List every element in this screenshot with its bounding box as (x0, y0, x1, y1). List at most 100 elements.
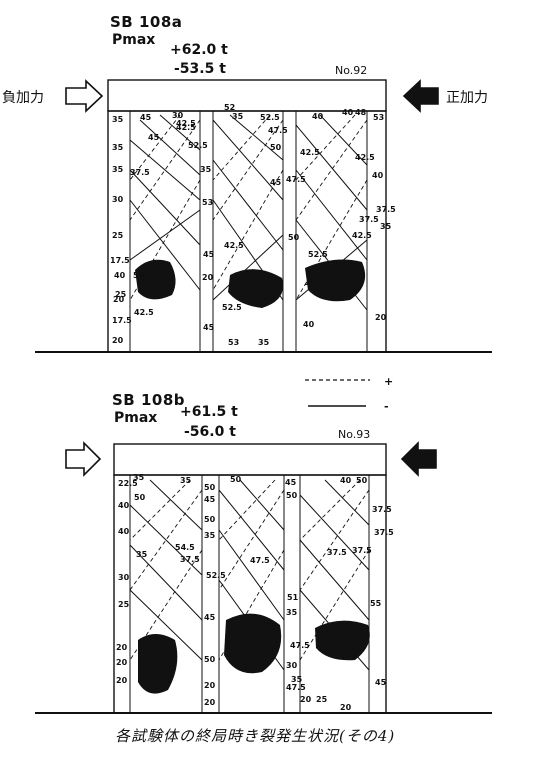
crack-value-label: 50 (133, 271, 145, 280)
crack-value-label: 42.5 (352, 231, 372, 240)
specimen-b-right-column (368, 474, 387, 714)
specimen-b-damage-zone-1 (138, 634, 178, 694)
specimen-a-number: No.92 (335, 64, 368, 77)
crack-value-label: 35 (136, 550, 148, 559)
figure-caption: 各試験体の終局時き裂発生状況(その4) (115, 727, 396, 745)
crack-value-label: 30 (112, 195, 124, 204)
crack-value-label: 37.5 (180, 555, 200, 564)
crack-value-label: 45 (148, 133, 160, 142)
crack-value-label: 47.5 (286, 175, 306, 184)
crack-value-label: 40 (118, 527, 130, 536)
specimen-b-damage-zone-2 (224, 613, 282, 674)
crack-value-label: 54.5 (175, 543, 195, 552)
crack-value-label: 50 (270, 143, 282, 152)
specimen-b-mid-column-2 (283, 474, 301, 714)
crack-value-label: 20 (116, 676, 128, 685)
crack-value-label: 45 (204, 495, 216, 504)
crack-value-label: 53 (373, 113, 384, 122)
crack-value-label: 40 (340, 476, 352, 485)
crack-value-label: 51 (287, 593, 299, 602)
specimen-b-pmax-pos: +61.5 t (180, 404, 238, 420)
crack-value-label: 45 (203, 323, 215, 332)
crack-value-label: 42.5 (134, 308, 154, 317)
crack-value-label: 48 (355, 108, 367, 117)
crack-value-label: 42.5 (176, 123, 196, 132)
crack-value-label: 22.5 (118, 479, 138, 488)
crack-value-label: 42.5 (300, 148, 320, 157)
crack-value-label: 20 (375, 313, 387, 322)
crack-value-label: 52.5 (308, 250, 328, 259)
crack-value-label: 47.5 (290, 641, 310, 650)
specimen-a-pmax-label: Pmax (112, 32, 156, 48)
crack-value-label: 35 (180, 476, 192, 485)
specimen-a-negative-load-arrow (65, 79, 104, 113)
crack-value-label: 35 (112, 115, 124, 124)
crack-value-label: 37.5 (130, 168, 150, 177)
specimen-a-loading-beam (107, 79, 387, 112)
specimen-a-pmax-pos: +62.0 t (170, 42, 228, 58)
specimen-a-mid-column-1 (199, 110, 214, 353)
crack-value-label: 37.5 (352, 546, 372, 555)
crack-value-label: 17.5 (110, 256, 130, 265)
specimen-b-damage-zone-3 (315, 620, 370, 661)
crack-value-label: 20 (116, 643, 128, 652)
crack-value-label: 25 (112, 231, 124, 240)
specimen-b-negative-load-arrow (65, 441, 102, 477)
crack-value-label: 37.5 (376, 205, 396, 214)
crack-value-label: 35 (286, 608, 298, 617)
crack-value-label: 50 (204, 515, 216, 524)
legend-dashed-sign: + (384, 375, 394, 388)
crack-value-label: 47.5 (250, 556, 270, 565)
crack-value-label: 20 (113, 295, 125, 304)
crack-value-label: 20 (300, 695, 312, 704)
crack-value-label: 40 (305, 279, 317, 288)
crack-value-label: 47.5 (268, 126, 288, 135)
specimen-b-number: No.93 (338, 428, 371, 441)
crack-value-label: 47.5 (286, 683, 306, 692)
crack-value-label: 52.5 (222, 303, 242, 312)
specimen-b-left-column (113, 474, 131, 714)
crack-value-label: 45 (270, 178, 282, 187)
crack-value-label: 20 (340, 703, 352, 712)
crack-value-label: 50 (356, 476, 368, 485)
specimen-a-positive-load-arrow (402, 79, 439, 113)
crack-value-label: 20 (204, 698, 216, 707)
crack-value-label: 20 (112, 336, 124, 345)
specimen-b-wall (35, 441, 492, 714)
specimen-a-right-column (366, 110, 387, 353)
crack-value-label: 30 (118, 573, 130, 582)
crack-value-label: 25 (118, 600, 130, 609)
crack-value-label: 53 (202, 198, 213, 207)
crack-value-label: 20 (116, 658, 128, 667)
crack-value-label: 53 (228, 338, 239, 347)
crack-value-label: 25 (316, 695, 328, 704)
crack-value-label: 42.5 (224, 241, 244, 250)
crack-value-label: 35 (232, 112, 244, 121)
crack-value-label: 52.5 (206, 571, 226, 580)
crack-value-label: 30 (172, 111, 184, 120)
crack-value-label: 35 (258, 338, 270, 347)
specimen-a-pmax-neg: -53.5 t (174, 61, 226, 77)
crack-value-label: 35 (380, 222, 392, 231)
specimen-a-wall (35, 79, 492, 353)
crack-value-label: 50 (204, 655, 216, 664)
legend-solid-sign: - (384, 400, 389, 413)
crack-value-label: 20 (204, 681, 216, 690)
crack-value-label: 45 (204, 613, 216, 622)
specimen-b-pmax-neg: -56.0 t (184, 424, 236, 440)
crack-value-label: 35 (200, 165, 212, 174)
crack-value-label: 50 (230, 475, 242, 484)
crack-value-label: 35 (133, 473, 145, 482)
crack-value-label: 30 (286, 661, 298, 670)
crack-value-label: 35 (112, 165, 124, 174)
specimen-a-mid-column-2 (282, 110, 297, 353)
crack-value-label: 42.5 (355, 153, 375, 162)
specimen-b-title: SB 108b (112, 391, 186, 409)
crack-value-label: 35 (291, 675, 303, 684)
crack-value-label: 25 (115, 290, 127, 299)
negative-load-label: 負加力 (2, 90, 44, 106)
specimen-a-left-column (107, 110, 131, 353)
crack-value-label: 40 (342, 108, 354, 117)
